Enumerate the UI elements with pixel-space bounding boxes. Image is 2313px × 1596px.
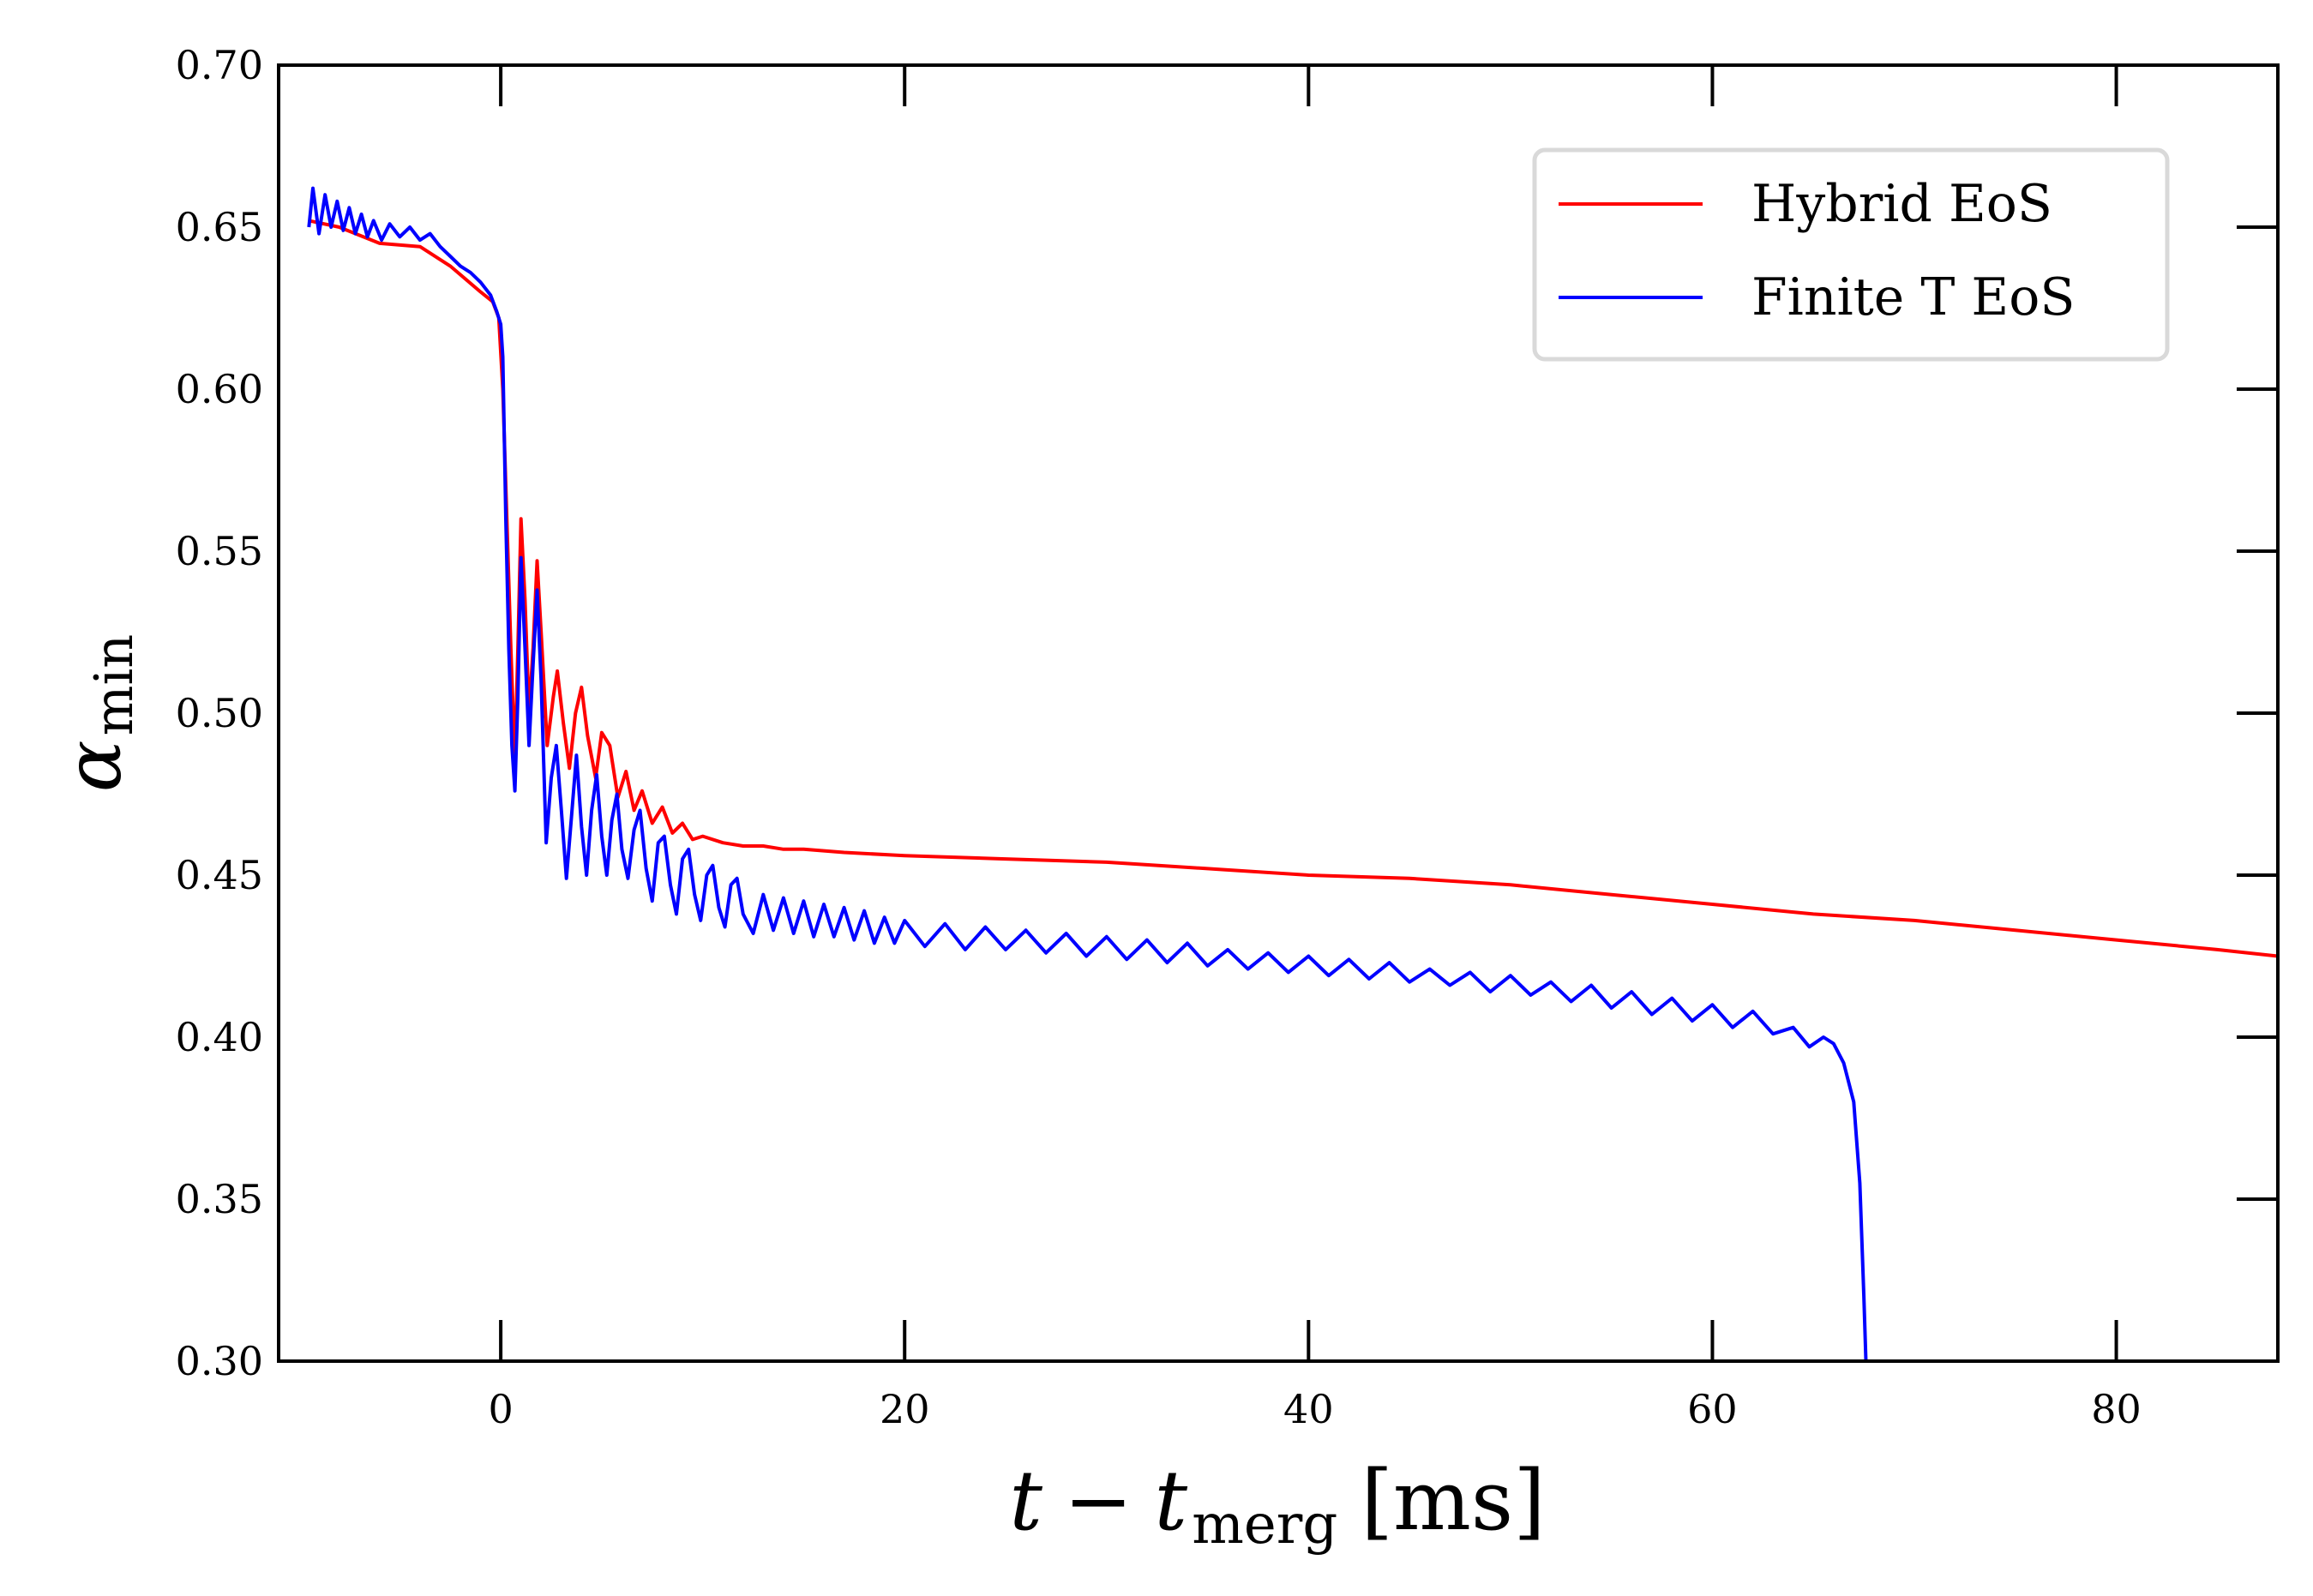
x-tick-label-3: 60 bbox=[1687, 1386, 1738, 1432]
y-tick-label-8: 0.70 bbox=[176, 42, 263, 88]
y-axis-label-var: α bbox=[49, 740, 139, 792]
x-axis-label: t − t merg [ms] bbox=[1009, 1453, 1545, 1557]
legend-label-hybrid-eos: Hybrid EoS bbox=[1751, 174, 2052, 234]
y-axis-ticks: 0.30 0.35 0.40 0.45 0.50 0.55 0.60 0.65 0.70 bbox=[176, 42, 2278, 1384]
y-axis-label-subscript: min bbox=[82, 634, 145, 736]
y-tick-label-2: 0.40 bbox=[176, 1014, 263, 1060]
x-axis-label-subscript: merg bbox=[1192, 1493, 1337, 1557]
x-axis-label-var: t bbox=[1009, 1453, 1042, 1549]
series-layer bbox=[307, 186, 2278, 1361]
x-axis-ticks: 0 20 40 60 80 bbox=[488, 65, 2142, 1432]
legend-label-finite-t-eos: Finite T EoS bbox=[1751, 267, 2075, 327]
y-tick-label-5: 0.55 bbox=[176, 528, 263, 574]
x-tick-label-4: 80 bbox=[2091, 1386, 2142, 1432]
y-tick-label-7: 0.65 bbox=[176, 204, 263, 250]
y-tick-label-0: 0.30 bbox=[176, 1338, 263, 1384]
x-tick-label-2: 40 bbox=[1283, 1386, 1334, 1432]
x-tick-label-0: 0 bbox=[488, 1386, 513, 1432]
y-axis-label: α min bbox=[49, 634, 145, 792]
legend: Hybrid EoS Finite T EoS bbox=[1532, 147, 2170, 362]
x-axis-label-var2: t bbox=[1155, 1453, 1188, 1549]
x-axis-label-minus: − bbox=[1064, 1453, 1132, 1549]
y-tick-label-3: 0.45 bbox=[176, 852, 263, 898]
x-axis-label-unit: [ms] bbox=[1361, 1453, 1545, 1549]
x-tick-label-1: 20 bbox=[880, 1386, 930, 1432]
y-tick-label-1: 0.35 bbox=[176, 1176, 263, 1222]
series-line-finite-t-eos bbox=[307, 186, 1868, 1361]
y-tick-label-6: 0.60 bbox=[176, 366, 263, 412]
y-tick-label-4: 0.50 bbox=[176, 690, 263, 736]
